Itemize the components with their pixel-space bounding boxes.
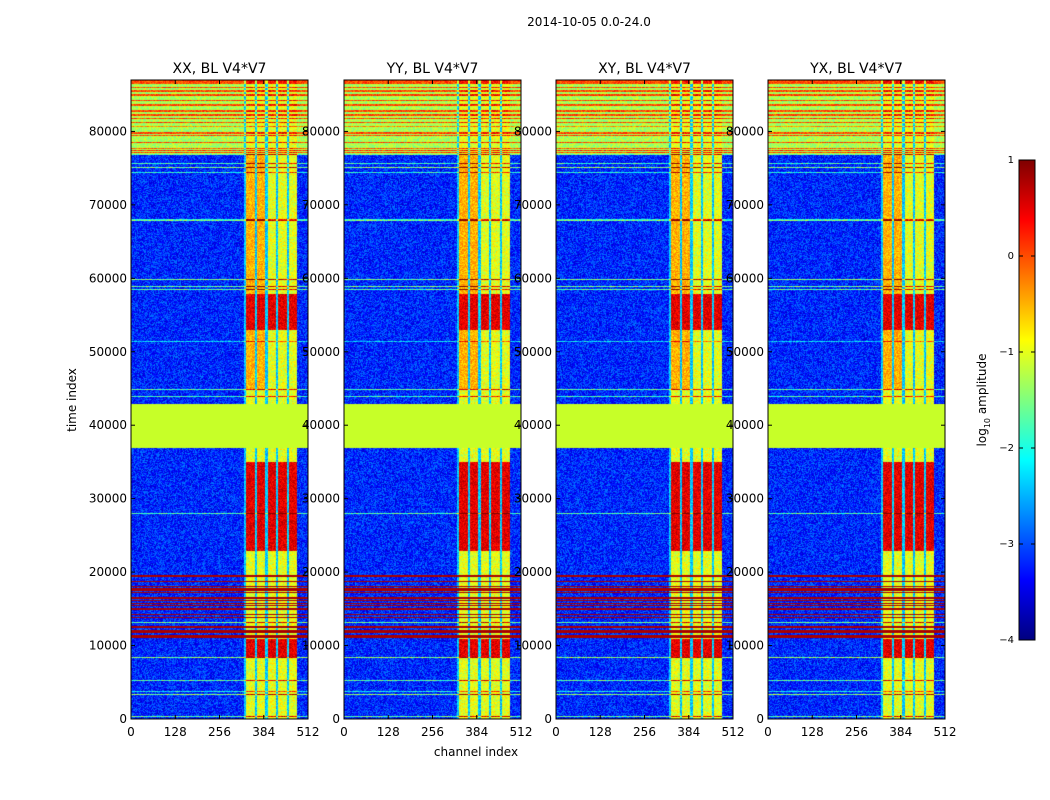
- y-tick-label: 30000: [726, 492, 764, 506]
- x-tick-label: 384: [889, 725, 912, 739]
- y-tick-label: 0: [544, 712, 552, 726]
- y-tick-label: 80000: [89, 124, 127, 138]
- y-tick-label: 40000: [89, 418, 127, 432]
- y-tick-label: 80000: [302, 124, 340, 138]
- x-tick-label: 128: [377, 725, 400, 739]
- panel-title: XX, BL V4*V7: [173, 61, 267, 77]
- y-tick-label: 60000: [514, 271, 552, 285]
- panel-xy: XY, BL V4*V7 0 128 256 384 512 0 10000 20000 3000…: [514, 61, 745, 739]
- colorbar-tick-label: 1: [1008, 155, 1014, 166]
- y-tick-label: 20000: [302, 565, 340, 579]
- y-tick-label: 60000: [726, 271, 764, 285]
- colorbar-label: log10 amplitude: [975, 354, 992, 447]
- heatmap-image: [344, 80, 521, 719]
- y-tick-label: 30000: [89, 492, 127, 506]
- y-tick-label: 60000: [89, 271, 127, 285]
- panel-title: YX, BL V4*V7: [809, 61, 903, 77]
- y-tick-label: 10000: [302, 639, 340, 653]
- colorbar-tick-label: −4: [999, 635, 1014, 646]
- x-tick-label: 0: [552, 725, 560, 739]
- y-tick-label: 50000: [302, 345, 340, 359]
- panel-title: XY, BL V4*V7: [598, 61, 691, 77]
- panel-yy: YY, BL V4*V7 0 128 256 384 512 0 10000 20000 3000…: [302, 61, 533, 739]
- y-tick-label: 0: [119, 712, 127, 726]
- y-tick-label: 30000: [514, 492, 552, 506]
- x-tick-label: 512: [722, 725, 745, 739]
- y-tick-label: 10000: [514, 639, 552, 653]
- x-tick-label: 512: [934, 725, 957, 739]
- x-tick-label: 512: [297, 725, 320, 739]
- heatmap-image: [131, 80, 308, 719]
- x-tick-label: 256: [208, 725, 231, 739]
- figure-suptitle: 2014-10-05 0.0-24.0: [527, 15, 651, 29]
- panel-yx: YX, BL V4*V7 0 128 256 384 512 0 10000 20000 3000…: [726, 61, 957, 739]
- y-tick-label: 10000: [89, 639, 127, 653]
- x-tick-label: 128: [164, 725, 187, 739]
- y-tick-label: 50000: [514, 345, 552, 359]
- colorbar-tick-label: −2: [999, 443, 1014, 454]
- y-tick-label: 20000: [89, 565, 127, 579]
- colorbar-tick-label: 0: [1008, 251, 1014, 262]
- y-tick-label: 70000: [514, 198, 552, 212]
- y-tick-label: 70000: [726, 198, 764, 212]
- x-axis-label: channel index: [434, 745, 518, 759]
- x-tick-label: 384: [677, 725, 700, 739]
- colorbar: 1 0 −1 −2 −3 −4 log10 amplitude: [975, 155, 1036, 646]
- colorbar-tick-label: −3: [999, 539, 1014, 550]
- y-tick-label: 20000: [514, 565, 552, 579]
- colorbar-tick-label: −1: [999, 347, 1014, 358]
- y-tick-label: 10000: [726, 639, 764, 653]
- y-axis-label: time index: [65, 368, 79, 432]
- y-tick-label: 70000: [89, 198, 127, 212]
- y-tick-label: 40000: [726, 418, 764, 432]
- x-tick-label: 128: [589, 725, 612, 739]
- panel-xx: XX, BL V4*V7 0 128 256 384 512 0 10000 20000 3000…: [89, 61, 320, 739]
- y-tick-label: 20000: [726, 565, 764, 579]
- heatmap-image: [768, 80, 945, 719]
- x-tick-label: 384: [252, 725, 275, 739]
- x-tick-label: 256: [421, 725, 444, 739]
- y-tick-label: 70000: [302, 198, 340, 212]
- panel-title: YY, BL V4*V7: [386, 61, 479, 77]
- x-tick-label: 0: [340, 725, 348, 739]
- x-tick-label: 128: [801, 725, 824, 739]
- y-tick-label: 0: [332, 712, 340, 726]
- x-tick-label: 256: [845, 725, 868, 739]
- y-tick-label: 30000: [302, 492, 340, 506]
- x-tick-label: 0: [127, 725, 135, 739]
- y-tick-label: 60000: [302, 271, 340, 285]
- colorbar-gradient: [1018, 159, 1036, 641]
- y-tick-label: 80000: [726, 124, 764, 138]
- y-tick-label: 40000: [514, 418, 552, 432]
- heatmap-image: [556, 80, 733, 719]
- x-tick-label: 512: [510, 725, 533, 739]
- y-tick-label: 0: [756, 712, 764, 726]
- x-tick-label: 0: [764, 725, 772, 739]
- x-tick-label: 256: [633, 725, 656, 739]
- y-tick-label: 80000: [514, 124, 552, 138]
- y-tick-label: 50000: [89, 345, 127, 359]
- y-tick-label: 50000: [726, 345, 764, 359]
- x-tick-label: 384: [465, 725, 488, 739]
- y-tick-label: 40000: [302, 418, 340, 432]
